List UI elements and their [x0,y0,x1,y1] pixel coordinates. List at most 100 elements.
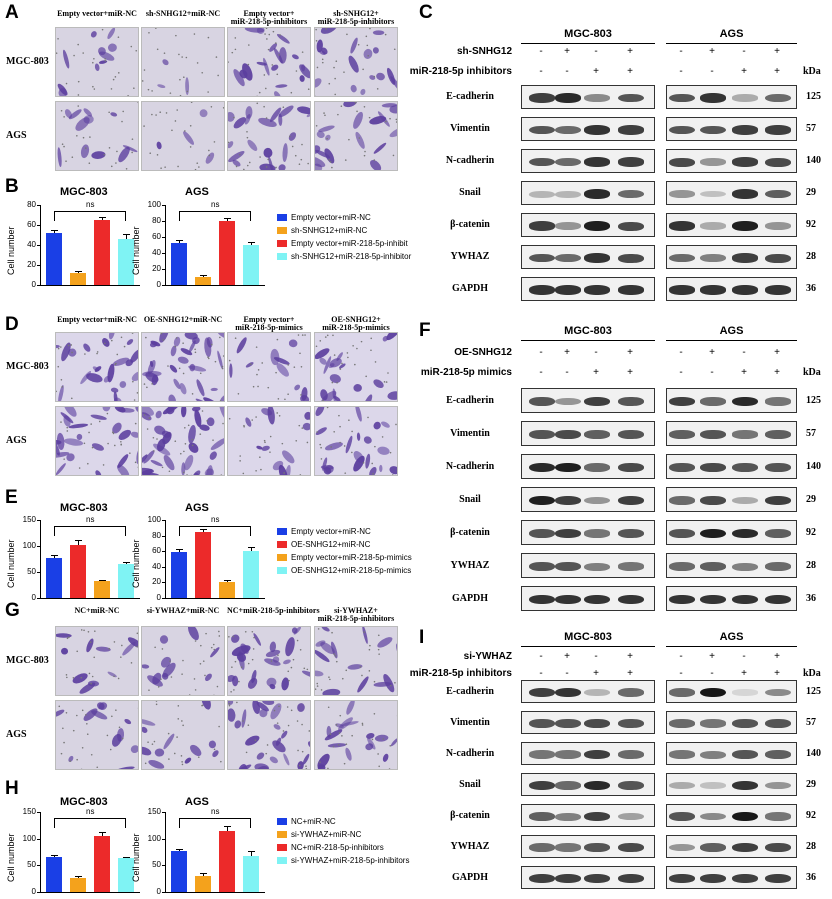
protein-band [732,221,758,231]
micrograph-image [314,626,398,696]
chart-title: AGS [185,186,209,198]
membrane-pore [265,752,268,755]
micro-col-label: Empty vector+miR-NC [57,315,137,324]
membrane-pore [275,166,277,169]
treatment-sign: - [565,66,569,77]
membrane-pore [369,644,371,647]
stained-cell [373,379,384,389]
stained-cell [177,356,189,364]
significance-bracket [179,818,251,828]
membrane-pore [357,43,360,46]
bar [243,551,259,598]
micrograph-cells [56,407,138,475]
membrane-pore [107,442,109,445]
protein-label: β-catenin [450,809,490,821]
stained-cell [150,460,163,467]
kda-value: 140 [806,460,821,472]
treatment-sign: - [539,651,543,662]
y-tick-label: 100 [147,833,161,843]
membrane-pore [345,743,348,745]
protein-band [584,811,610,822]
membrane-pore [344,159,347,161]
membrane-pore [276,412,278,414]
error-cap [224,826,231,828]
membrane-pore [155,703,158,706]
membrane-pore [333,66,335,69]
membrane-pore [194,348,196,351]
protein-label: N-cadherin [445,460,495,472]
membrane-pore [220,760,222,763]
stained-cell [324,442,343,451]
blot-strip [666,245,797,269]
stained-cell [219,393,224,401]
protein-band [618,594,644,605]
y-tick-label: 0 [156,887,161,896]
y-tick-mark [162,598,165,599]
membrane-pore [307,88,310,91]
protein-band [669,430,695,439]
membrane-pore [392,154,395,157]
protein-band [669,190,695,198]
stained-cell [322,688,341,695]
membrane-pore [242,720,244,722]
membrane-pore [63,145,65,148]
stained-cell [299,75,305,82]
membrane-pore [70,397,73,400]
membrane-pore [246,130,248,133]
legend-swatch [277,227,287,234]
stained-cell [63,407,77,417]
membrane-pore [251,658,254,661]
membrane-pore [323,112,325,114]
membrane-pore [337,744,340,746]
treatment-sign: + [593,66,599,77]
stained-cell [346,701,355,715]
protein-band [765,430,791,439]
membrane-pore [181,56,183,58]
stained-cell [268,155,275,170]
membrane-pore [60,421,62,423]
membrane-pore [183,471,185,474]
stained-cell [272,460,284,471]
micrograph-cells [228,28,310,96]
error-cap [75,876,82,877]
protein-band [700,397,726,406]
micrograph-cells [315,407,398,475]
protein-band [732,189,758,199]
stained-cell [228,701,234,706]
protein-band [732,125,758,135]
stained-cell [318,125,335,133]
bar [94,836,110,892]
chart-title: MGC-803 [60,502,108,514]
y-tick-mark [162,535,165,537]
membrane-pore [284,398,286,401]
stained-cell [56,463,66,475]
membrane-pore [182,342,184,344]
membrane-pore [163,52,166,54]
y-tick-label: 0 [156,593,161,602]
membrane-pore [397,461,398,463]
stained-cell [161,672,169,680]
stained-cell [281,730,288,739]
membrane-pore [301,334,304,336]
membrane-pore [267,386,270,389]
stained-cell [179,383,187,395]
membrane-pore [378,765,380,768]
protein-band [584,157,610,167]
treatment-sign: - [742,347,746,358]
stained-cell [252,701,260,715]
membrane-pore [247,63,250,66]
membrane-pore [351,734,353,737]
membrane-pore [132,380,134,383]
bar [118,858,134,892]
stained-cell [373,421,381,430]
stained-cell [136,448,138,465]
membrane-pore [190,102,193,104]
membrane-pore [197,756,200,758]
protein-band [765,397,791,406]
protein-band [669,496,695,505]
protein-band [765,285,791,295]
protein-band [584,430,610,439]
treatment-sign: - [742,651,746,662]
membrane-pore [60,378,63,381]
stained-cell [272,740,286,753]
